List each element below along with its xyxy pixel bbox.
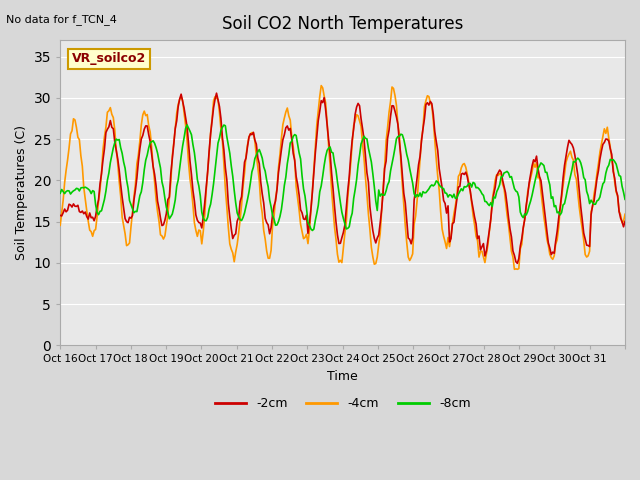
Text: VR_soilco2: VR_soilco2	[72, 52, 146, 65]
Y-axis label: Soil Temperatures (C): Soil Temperatures (C)	[15, 125, 28, 260]
Legend: -2cm, -4cm, -8cm: -2cm, -4cm, -8cm	[210, 392, 476, 415]
Text: No data for f_TCN_4: No data for f_TCN_4	[6, 14, 117, 25]
X-axis label: Time: Time	[327, 370, 358, 383]
Title: Soil CO2 North Temperatures: Soil CO2 North Temperatures	[222, 15, 463, 33]
